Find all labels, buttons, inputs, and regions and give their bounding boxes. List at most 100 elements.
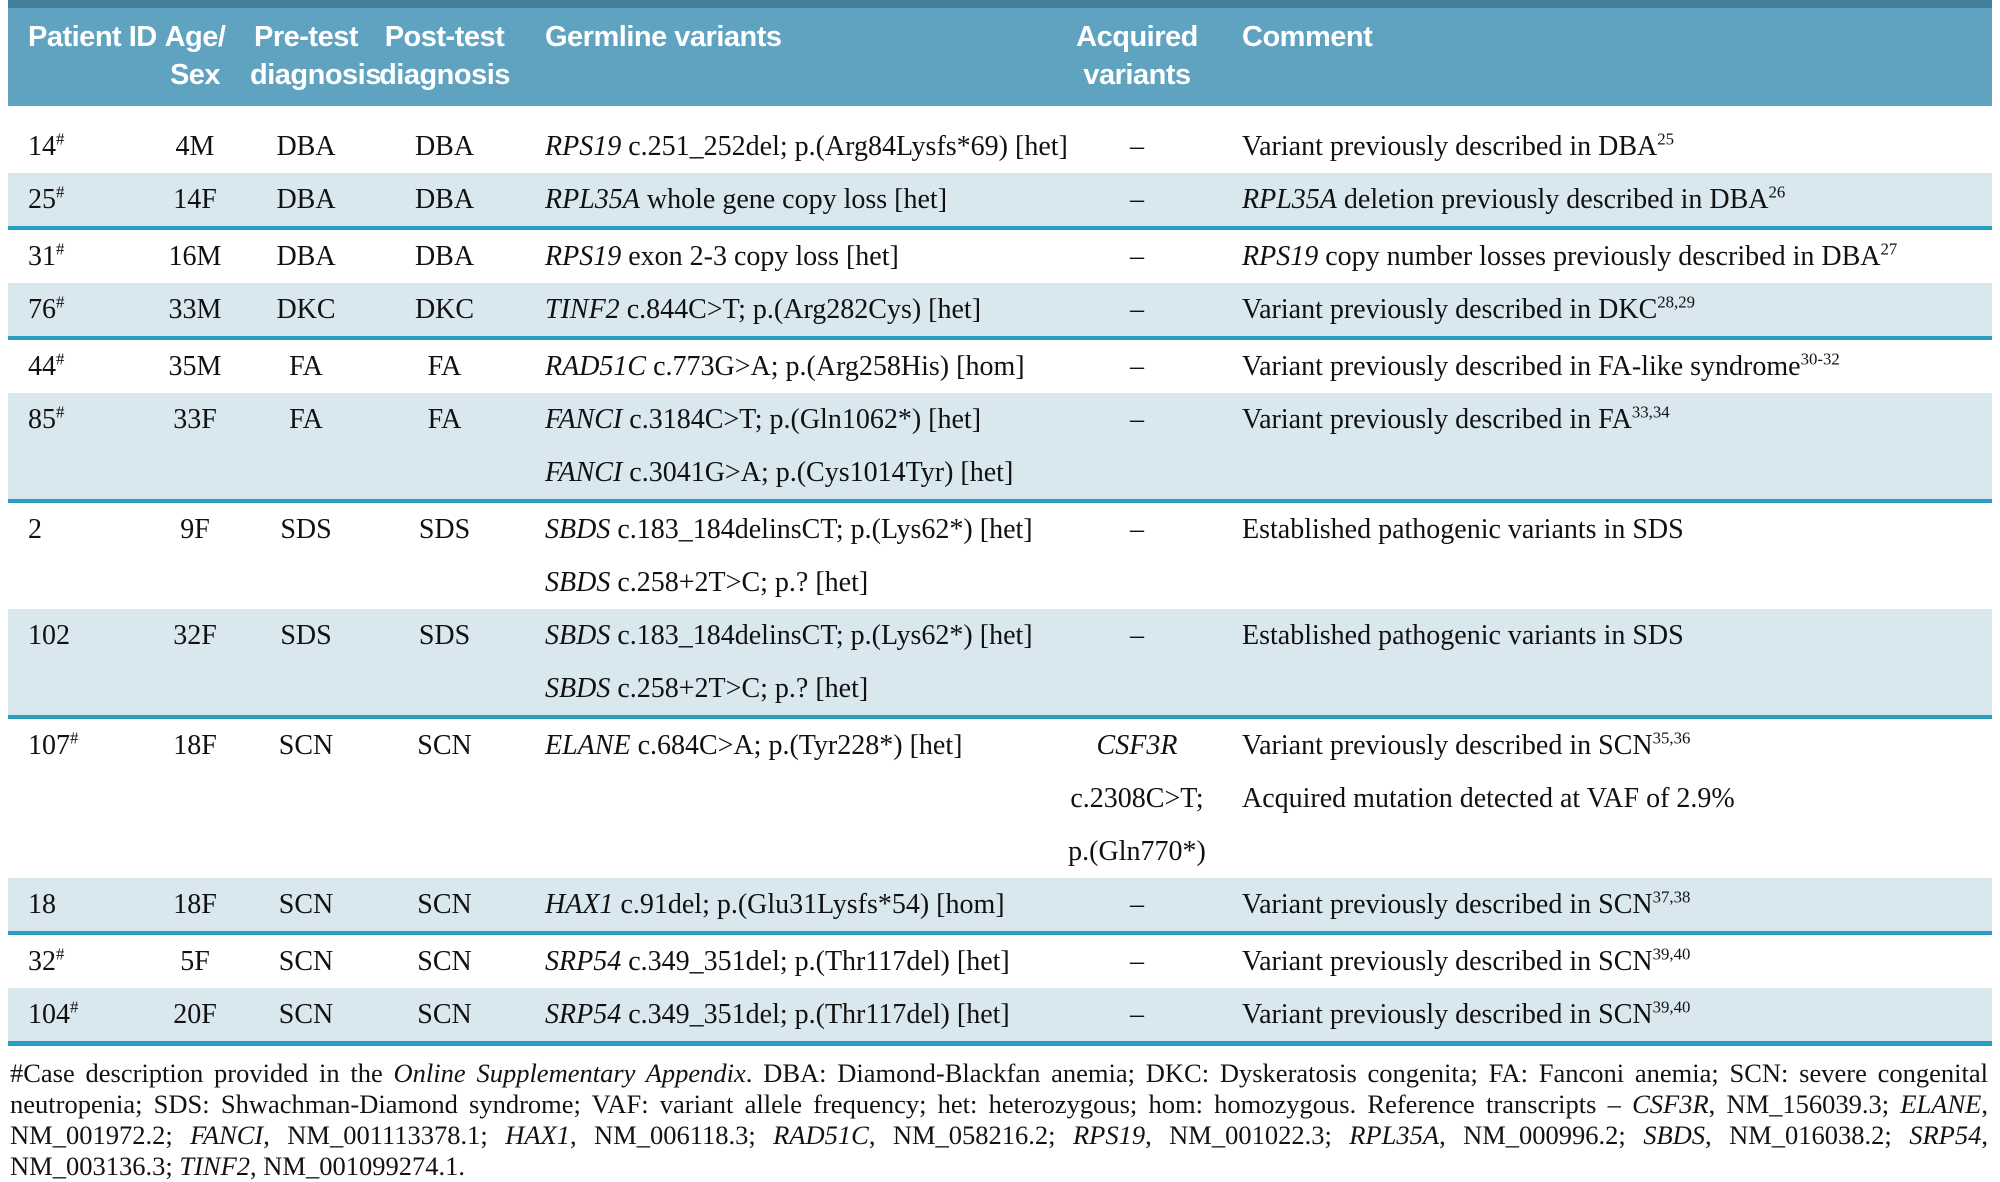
superscript: # <box>70 728 79 748</box>
text-segment: c.349_351del; p.(Thr117del) [het] <box>621 999 1010 1030</box>
cell-line: 25# <box>28 173 140 226</box>
text-segment: c.3041G>A; p.(Cys1014Tyr) [het] <box>622 457 1014 488</box>
cell-line: 4M <box>140 120 250 173</box>
variants-table: Patient ID Age/Sex Pre-test diagnosis Post-t… <box>8 0 1992 1046</box>
text-segment: Variant previously described in SCN <box>1242 730 1653 761</box>
posttest-cell: DBA <box>362 173 527 226</box>
text-segment: , NM_001022.3; <box>1145 1120 1350 1150</box>
gene-symbol: SRP54 <box>545 999 622 1030</box>
cell-line: Established pathogenic variants in SDS <box>1242 503 1992 556</box>
text-segment: c.258+2T>C; p.? [het] <box>610 567 869 598</box>
header-age-sex: Age/Sex <box>140 18 250 94</box>
cell-line: RAD51C c.773G>A; p.(Arg258His) [hom] <box>545 340 1037 393</box>
germline-cell: SRP54 c.349_351del; p.(Thr117del) [het] <box>527 988 1037 1041</box>
table-row: 14# 4M DBA DBA RPS19 c.251_252del; p.(Arg84L… <box>8 120 1992 173</box>
table-row: 76# 33M DKC DKC TINF2 c.844C>T; p.(Arg282Cys… <box>8 283 1992 340</box>
germline-cell: HAX1 c.91del; p.(Glu31Lysfs*54) [hom] <box>527 878 1037 931</box>
cell-line: 33M <box>140 283 250 336</box>
cell-line: TINF2 c.844C>T; p.(Arg282Cys) [het] <box>545 283 1037 336</box>
text-segment: 4M <box>175 131 215 162</box>
cell-line: SCN <box>362 878 527 931</box>
cell-line: 16M <box>140 230 250 283</box>
text-segment: 32F <box>173 620 217 651</box>
cell-line: 76# <box>28 283 140 336</box>
germline-cell: SRP54 c.349_351del; p.(Thr117del) [het] <box>527 935 1037 988</box>
cell-line: DBA <box>250 173 362 226</box>
header-line: variants <box>1083 59 1191 91</box>
cell-line: RPS19 c.251_252del; p.(Arg84Lysfs*69) [h… <box>545 120 1068 173</box>
text-segment: 16M <box>168 241 222 272</box>
patient-id-cell: 18 <box>8 878 140 931</box>
text-segment: c.2308C>T; <box>1070 783 1204 814</box>
cell-line: – <box>1037 935 1237 988</box>
cell-line: 14# <box>28 120 140 173</box>
text-segment: copy number losses previously described … <box>1318 241 1881 272</box>
gene-symbol: FANCI <box>190 1120 264 1150</box>
age-sex-cell: 35M <box>140 340 250 393</box>
header-line: Age/ <box>164 21 226 53</box>
cell-line: SRP54 c.349_351del; p.(Thr117del) [het] <box>545 935 1037 988</box>
patient-id-cell: 44# <box>8 340 140 393</box>
text-segment: – <box>1130 294 1144 325</box>
cell-line: FANCI c.3184C>T; p.(Gln1062*) [het] <box>545 393 1037 446</box>
superscript: 28,29 <box>1657 292 1696 312</box>
acquired-cell: – <box>1037 340 1237 393</box>
superscript: 33,34 <box>1631 402 1670 422</box>
text-segment: – <box>1130 241 1144 272</box>
table-row: 44# 35M FA FA RAD51C c.773G>A; p.(Arg258His)… <box>8 340 1992 393</box>
gene-symbol: RPS19 <box>1242 241 1319 272</box>
germline-cell: RPS19 exon 2-3 copy loss [het] <box>527 230 1037 283</box>
cell-line: 104# <box>28 988 140 1041</box>
superscript: 37,38 <box>1652 887 1691 907</box>
cell-line: FA <box>362 340 527 393</box>
cell-line: – <box>1037 173 1237 226</box>
acquired-cell: – <box>1037 230 1237 283</box>
table-body: 14# 4M DBA DBA RPS19 c.251_252del; p.(Arg84L… <box>8 120 1992 1046</box>
pretest-cell: SCN <box>250 988 362 1041</box>
cell-line: Established pathogenic variants in SDS <box>1242 609 1992 662</box>
germline-cell: RAD51C c.773G>A; p.(Arg258His) [hom] <box>527 340 1037 393</box>
text-segment: – <box>1130 404 1144 435</box>
cell-line: HAX1 c.91del; p.(Glu31Lysfs*54) [hom] <box>545 878 1037 931</box>
text-segment: Variant previously described in SCN <box>1242 946 1653 977</box>
patient-id-cell: 14# <box>8 120 140 173</box>
pretest-cell: DBA <box>250 230 362 283</box>
pretest-cell: FA <box>250 340 362 393</box>
comment-cell: Variant previously described in FA-like … <box>1237 340 1992 393</box>
text-segment: 33M <box>168 294 222 325</box>
cell-line: Acquired mutation detected at VAF of 2.9… <box>1242 772 1992 825</box>
patient-id-cell: 2 <box>8 503 140 556</box>
text-segment: Variant previously described in DKC <box>1242 294 1658 325</box>
posttest-cell: SCN <box>362 988 527 1041</box>
header-patient-id: Patient ID <box>8 18 157 94</box>
acquired-cell: – <box>1037 393 1237 446</box>
pretest-cell: SDS <box>250 609 362 662</box>
header-line: Sex <box>169 59 221 91</box>
cell-line: 5F <box>140 935 250 988</box>
header-line: diagnosis <box>250 59 381 91</box>
text-segment: SCN <box>278 946 334 977</box>
patient-id-cell: 76# <box>8 283 140 336</box>
table-row: 107# 18F SCN SCN ELANE c.684C>A; p.(Tyr228*)… <box>8 719 1992 878</box>
superscript: 39,40 <box>1652 944 1691 964</box>
cell-line: 2 <box>28 503 140 556</box>
cell-line: DBA <box>362 120 527 173</box>
text-segment: 25 <box>28 184 56 215</box>
cell-line: DBA <box>362 173 527 226</box>
cell-line: SCN <box>250 719 362 772</box>
gene-symbol: FANCI <box>545 404 623 435</box>
text-segment: , NM_156039.3; <box>1708 1089 1901 1119</box>
comment-cell: Established pathogenic variants in SDS <box>1237 503 1992 556</box>
cell-line: Variant previously described in FA-like … <box>1242 340 1992 393</box>
cell-line: FANCI c.3041G>A; p.(Cys1014Tyr) [het] <box>545 446 1037 499</box>
cell-line: 18 <box>28 878 140 931</box>
superscript: # <box>56 129 65 149</box>
pretest-cell: SDS <box>250 503 362 556</box>
text-segment: c.684C>A; p.(Tyr228*) [het] <box>630 730 963 761</box>
text-segment: c.183_184delinsCT; p.(Lys62*) [het] <box>610 620 1033 651</box>
gene-symbol: TINF2 <box>179 1151 251 1181</box>
cell-line: – <box>1037 878 1237 931</box>
text-segment: c.91del; p.(Glu31Lysfs*54) [hom] <box>613 889 1005 920</box>
cell-line: SBDS c.183_184delinsCT; p.(Lys62*) [het] <box>545 503 1037 556</box>
text-segment: 18F <box>173 889 217 920</box>
